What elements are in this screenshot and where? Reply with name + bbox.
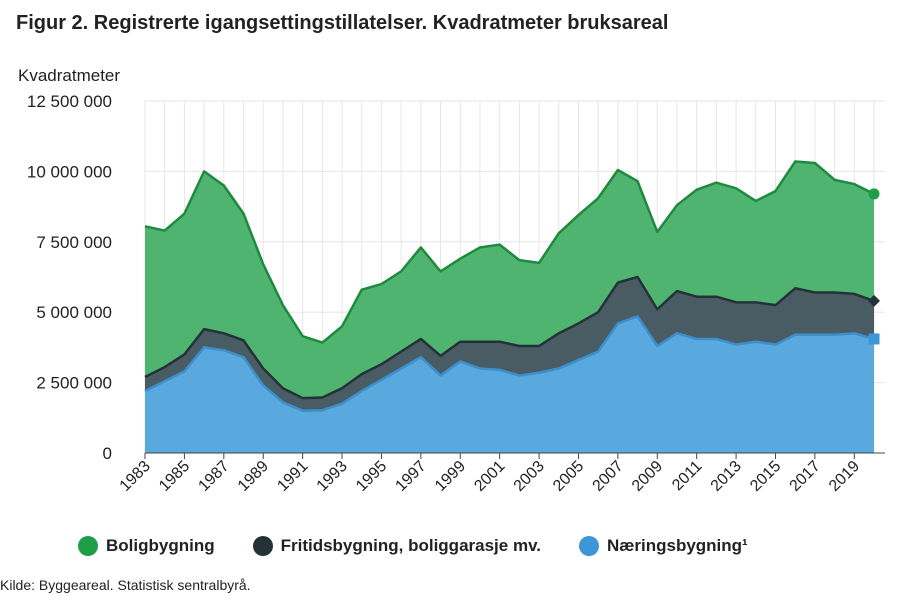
- legend-label-fritidsbygning: Fritidsbygning, boliggarasje mv.: [280, 536, 541, 555]
- y-tick-label: 2 500 000: [36, 374, 112, 393]
- chart-title: Figur 2. Registrerte igangsettingstillat…: [16, 12, 669, 34]
- legend-label-boligbygning: Boligbygning: [106, 536, 215, 555]
- x-tick-label: 1987: [195, 458, 232, 495]
- x-tick-label: 2017: [787, 458, 824, 495]
- x-tick-label: 1995: [353, 458, 390, 495]
- marker-naeringsbygning: [868, 333, 880, 345]
- legend-label-naeringsbygning: Næringsbygning¹: [606, 536, 748, 555]
- line-boligbygning: [144, 160, 875, 344]
- marker-fritidsbygning: [868, 294, 880, 307]
- y-axis-label: Kvadratmeter: [18, 66, 121, 85]
- x-tick-label: 2015: [747, 458, 784, 495]
- y-tick-label: 0: [103, 444, 112, 463]
- x-tick-label: 1991: [274, 458, 311, 495]
- legend-marker-fritidsbygning: [252, 536, 273, 556]
- x-tick-label: 2013: [708, 458, 745, 495]
- x-tick-label: 1989: [235, 458, 272, 495]
- source-note: Kilde: Byggeareal. Statistisk sentralbyr…: [0, 577, 251, 593]
- x-tick-label: 1999: [432, 458, 469, 495]
- x-tick-label: 1983: [117, 458, 154, 495]
- x-tick-label: 1993: [314, 458, 351, 495]
- x-tick-label: 2009: [629, 458, 666, 495]
- area-naeringsbygning: [145, 316, 874, 453]
- y-tick-label: 10 000 000: [27, 162, 112, 181]
- line-naeringsbygning: [144, 315, 875, 413]
- marker-boligbygning: [868, 188, 880, 200]
- x-tick-label: 2005: [550, 458, 587, 495]
- x-tick-label: 2003: [511, 458, 548, 495]
- x-tick-label: 2001: [471, 458, 508, 495]
- legend-item-boligbygning[interactable]: Boligbygning: [78, 536, 215, 556]
- x-tick-label: 1997: [392, 458, 429, 495]
- legend-item-fritidsbygning[interactable]: Fritidsbygning, boliggarasje mv.: [252, 536, 541, 556]
- y-tick-label: 5 000 000: [36, 303, 112, 322]
- x-tick-label: 2007: [590, 458, 627, 495]
- legend-marker-naeringsbygning: [578, 536, 599, 556]
- x-tick-label: 2019: [826, 458, 863, 495]
- legend-marker-boligbygning: [78, 536, 98, 556]
- line-fritidsbygning: [144, 275, 875, 400]
- legend: Boligbygning Fritidsbygning, boliggarasj…: [78, 536, 748, 556]
- x-tick-label: 1985: [156, 458, 193, 495]
- y-tick-label: 12 500 000: [27, 92, 112, 111]
- y-tick-label: 7 500 000: [36, 233, 112, 252]
- x-tick-label: 2011: [669, 458, 705, 494]
- legend-item-naeringsbygning[interactable]: Næringsbygning¹: [578, 536, 748, 556]
